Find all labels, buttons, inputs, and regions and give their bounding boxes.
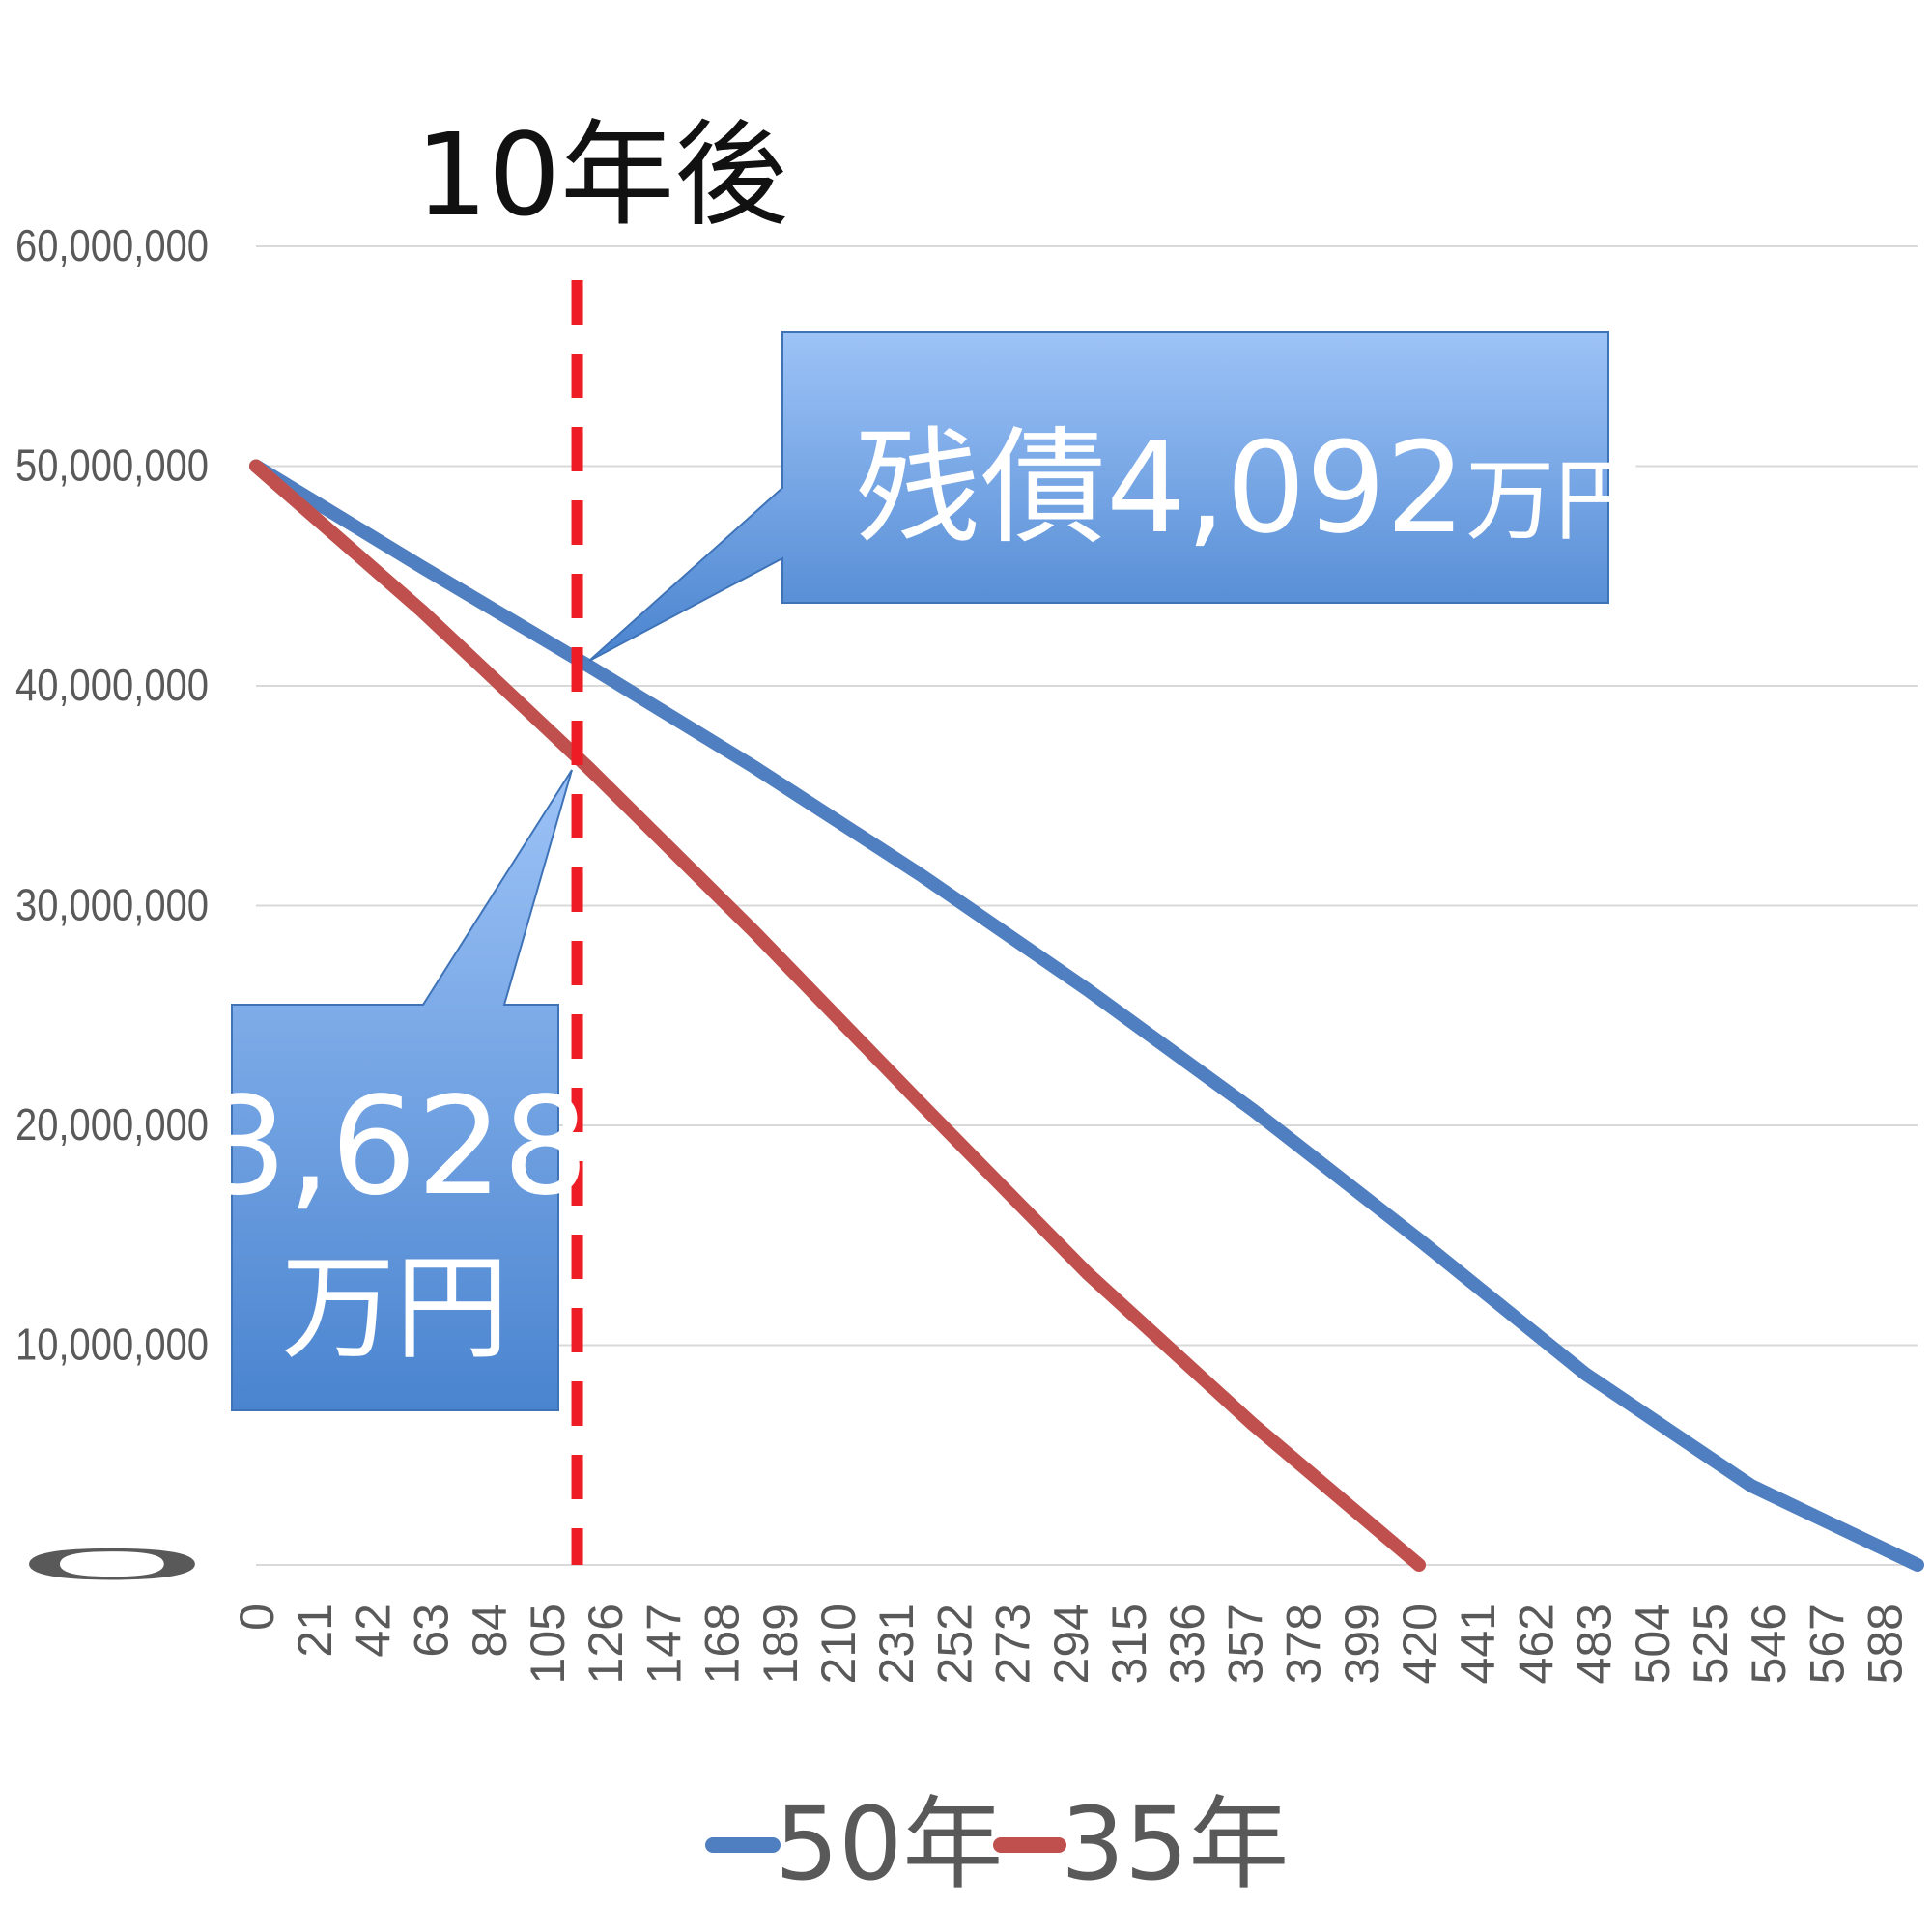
x-tick-label: 357 (1218, 1604, 1272, 1684)
series-line (249, 459, 1924, 1572)
callout-50-value: 4,092 (1106, 414, 1465, 561)
y-axis-ticks: 0 10,000,000 20,000,000 30,000,000 40,000,00… (15, 220, 209, 1589)
callout-50-prefix: 残債 (855, 414, 1106, 561)
marker-label: 10年後 (415, 108, 788, 242)
callout-35-year: 3,628 万円 (202, 769, 589, 1411)
callout-50-unit: 万円 (1465, 449, 1643, 553)
x-tick-label: 273 (986, 1604, 1040, 1684)
x-tick-label: 546 (1742, 1604, 1796, 1684)
x-tick-label: 126 (579, 1604, 633, 1684)
y-tick-label: 40,000,000 (15, 660, 209, 710)
x-tick-label: 63 (405, 1604, 459, 1658)
callout-50-shape (588, 331, 1609, 662)
y-tick-label: 10,000,000 (15, 1320, 209, 1370)
x-tick-label: 0 (230, 1604, 284, 1631)
x-tick-label: 168 (696, 1604, 750, 1684)
x-tick-label: 504 (1626, 1604, 1680, 1684)
x-tick-label: 399 (1335, 1604, 1389, 1684)
x-axis-ticks: 0 21 42 63 84 105 126 147 168 189 210 231 252 273 294 3… (230, 1604, 1913, 1684)
y-tick-label: 30,000,000 (15, 880, 209, 930)
x-tick-label: 252 (927, 1604, 981, 1684)
callout-50-year: 残債4,092万円 (588, 331, 1643, 662)
x-tick-label: 147 (637, 1604, 691, 1684)
x-tick-label: 294 (1044, 1604, 1098, 1684)
callout-50-text: 残債4,092万円 (855, 414, 1643, 561)
y-tick-label: 0 (15, 1539, 209, 1589)
legend-label-50: 50年 (775, 1785, 1003, 1903)
callout-35-shape (231, 769, 573, 1411)
callout-35-value: 3,628 (202, 1068, 589, 1226)
x-tick-label: 588 (1859, 1604, 1913, 1684)
y-tick-label: 50,000,000 (15, 440, 209, 491)
x-tick-label: 84 (463, 1604, 517, 1658)
x-tick-label: 378 (1277, 1604, 1331, 1684)
x-tick-label: 231 (869, 1604, 923, 1684)
x-tick-label: 315 (1102, 1604, 1156, 1684)
y-tick-label: 20,000,000 (15, 1099, 209, 1150)
x-tick-label: 42 (346, 1604, 400, 1658)
x-tick-label: 189 (753, 1604, 808, 1684)
series-lines (249, 459, 1924, 1572)
x-tick-label: 462 (1509, 1604, 1563, 1684)
x-tick-label: 483 (1568, 1604, 1622, 1684)
x-tick-label: 525 (1684, 1604, 1738, 1684)
callout-35-unit: 万円 (281, 1241, 509, 1375)
legend: 50年 35年 (705, 1785, 1289, 1903)
series-line (249, 459, 1426, 1572)
x-tick-label: 567 (1800, 1604, 1854, 1684)
x-tick-label: 21 (288, 1604, 342, 1658)
x-tick-label: 105 (521, 1604, 575, 1684)
y-tick-label: 60,000,000 (15, 220, 209, 270)
x-tick-label: 441 (1451, 1604, 1505, 1684)
x-tick-label: 210 (811, 1604, 866, 1684)
x-tick-label: 420 (1393, 1604, 1447, 1684)
x-tick-label: 336 (1160, 1604, 1214, 1684)
legend-label-35: 35年 (1061, 1785, 1289, 1903)
